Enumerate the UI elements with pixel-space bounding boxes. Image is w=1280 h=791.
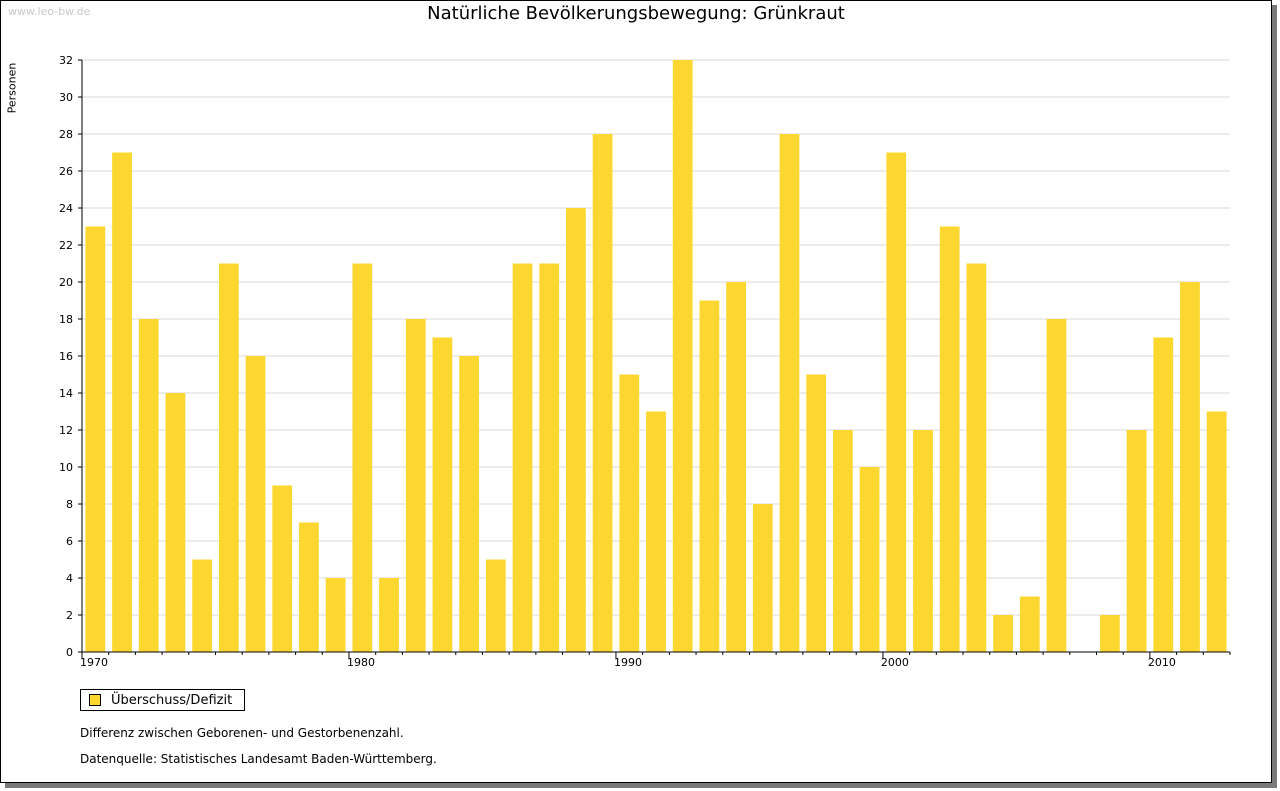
bar-1991	[646, 411, 666, 652]
y-tick-label: 26	[59, 165, 73, 178]
bar-1993	[699, 300, 720, 652]
bar-1997	[806, 374, 827, 652]
x-tick-label: 1990	[614, 656, 642, 669]
y-tick-label: 16	[59, 350, 73, 363]
bar-1985	[485, 559, 506, 652]
bar-1984	[459, 356, 479, 652]
bar-2005	[1019, 596, 1040, 652]
y-tick-label: 24	[59, 202, 73, 215]
y-tick-label: 6	[66, 535, 73, 548]
bar-1987	[539, 263, 560, 652]
bar-2009	[1126, 430, 1147, 652]
bar-1973	[165, 393, 186, 652]
bar-2001	[913, 430, 933, 652]
watermark: www.leo-bw.de	[8, 5, 91, 18]
bar-1995	[752, 504, 773, 652]
bar-1972	[138, 319, 159, 652]
bar-1981	[379, 578, 399, 652]
y-tick-label: 20	[59, 276, 73, 289]
bar-1992	[672, 60, 693, 652]
bar-2004	[993, 615, 1013, 652]
bar-1989	[592, 134, 613, 652]
source-note: Datenquelle: Statistisches Landesamt Bad…	[80, 752, 437, 766]
y-tick-label: 12	[59, 424, 73, 437]
bar-1999	[859, 467, 880, 652]
bar-1986	[512, 263, 533, 652]
y-tick-label: 14	[59, 387, 73, 400]
bar-1983	[432, 337, 453, 652]
y-tick-label: 10	[59, 461, 73, 474]
legend: Überschuss/Defizit	[80, 689, 246, 711]
y-tick-label: 18	[59, 313, 73, 326]
bar-2012	[1206, 411, 1227, 652]
chart-title: Natürliche Bevölkerungsbewegung: Grünkra…	[427, 3, 845, 24]
x-tick-label: 1980	[347, 656, 375, 669]
bar-2010	[1153, 337, 1174, 652]
bar-1978	[299, 522, 319, 652]
bar-1994	[726, 282, 746, 652]
bar-1971	[112, 152, 132, 652]
bar-1980	[352, 263, 373, 652]
y-tick-label: 2	[66, 609, 73, 622]
bar-2000	[886, 152, 907, 652]
y-tick-label: 30	[59, 91, 73, 104]
bar-1975	[218, 263, 239, 652]
bar-2002	[939, 226, 960, 652]
bar-1996	[779, 134, 800, 652]
bar-1970	[85, 226, 106, 652]
y-tick-label: 22	[59, 239, 73, 252]
bar-1998	[833, 430, 853, 652]
bar-2011	[1180, 282, 1200, 652]
legend-label: Überschuss/Defizit	[111, 692, 233, 708]
x-tick-label: 2010	[1148, 656, 1176, 669]
y-tick-label: 8	[66, 498, 73, 511]
bar-1976	[245, 356, 266, 652]
x-tick-label: 1970	[80, 656, 108, 669]
bar-2003	[966, 263, 987, 652]
bar-1977	[272, 485, 293, 652]
y-tick-label: 4	[66, 572, 73, 585]
bar-2008	[1099, 615, 1120, 652]
legend-swatch	[89, 694, 101, 706]
bar-2006	[1046, 319, 1067, 652]
y-tick-label: 32	[59, 54, 73, 67]
description-note: Differenz zwischen Geborenen- und Gestor…	[80, 726, 404, 740]
bar-1988	[566, 208, 586, 652]
bar-1974	[192, 559, 213, 652]
y-tick-label: 28	[59, 128, 73, 141]
y-tick-label: 0	[66, 646, 73, 659]
x-tick-label: 2000	[881, 656, 909, 669]
bar-1982	[405, 319, 426, 652]
bar-1979	[325, 578, 346, 652]
bar-1990	[619, 374, 640, 652]
